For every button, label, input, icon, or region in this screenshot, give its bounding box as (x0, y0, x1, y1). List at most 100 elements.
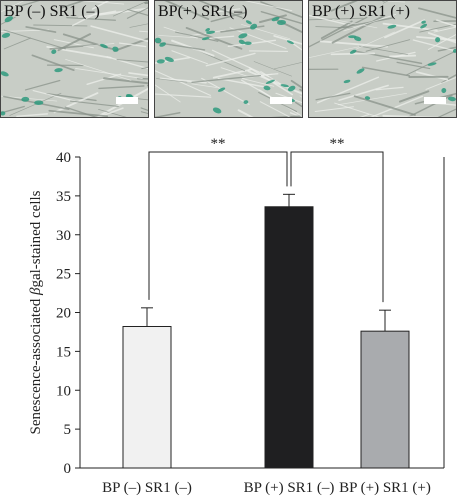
cell-fiber (155, 111, 181, 117)
cell-fiber (330, 52, 376, 56)
cell-fiber (16, 113, 49, 117)
stained-cell (34, 100, 44, 105)
cell-fiber (319, 40, 388, 48)
stained-cell (349, 49, 357, 54)
stained-cell (21, 96, 30, 102)
cell-fiber (80, 1, 125, 5)
panel-label: BP(+) SR1(–) (158, 3, 248, 20)
cell-fiber (83, 43, 115, 47)
cell-fiber (241, 24, 291, 40)
cell-fiber (98, 108, 127, 117)
cell-fiber (361, 66, 411, 77)
cell-fiber (316, 76, 380, 104)
micrograph-panel-control: BP (–) SR1 (–) (0, 0, 149, 118)
cell-fiber (353, 95, 416, 116)
scale-bar (424, 97, 446, 104)
cell-fiber (211, 49, 270, 78)
cell-fiber (3, 37, 32, 50)
y-tick-label: 30 (56, 228, 71, 244)
cell-fiber (206, 35, 235, 40)
cell-fiber (175, 31, 219, 42)
cell-fiber (248, 50, 289, 53)
cell-fiber (332, 18, 378, 29)
cell-fiber (9, 92, 62, 116)
cell-fiber (275, 92, 302, 104)
cell-fiber (72, 12, 98, 27)
stained-cell (206, 30, 216, 35)
cell-fiber (379, 1, 406, 3)
cell-fiber (398, 90, 430, 103)
cell-fiber (155, 70, 211, 96)
cell-fiber (3, 29, 66, 50)
cell-fiber (139, 30, 148, 33)
cell-fiber (49, 43, 99, 50)
stained-cell (427, 62, 437, 66)
cell-fiber (334, 102, 380, 117)
stained-cell (250, 23, 258, 30)
cell-fiber (90, 25, 148, 43)
cell-fiber (309, 17, 364, 21)
stained-cell (441, 87, 447, 93)
cell-fiber (33, 24, 88, 27)
bar-chart: 0 5 10 15 20 25 30 35 40 Senescence-associated βg… (28, 136, 445, 496)
stained-cell (421, 20, 426, 24)
stained-cell (452, 48, 456, 53)
bar (264, 206, 314, 469)
cell-fiber (116, 59, 148, 63)
cell-fiber (382, 114, 446, 117)
cell-fiber (309, 14, 350, 26)
cell-fiber (403, 116, 405, 117)
cell-fiber (77, 10, 117, 19)
bar (122, 325, 172, 469)
stained-cell (287, 85, 296, 92)
cell-fiber (416, 36, 456, 42)
cell-fiber (428, 33, 456, 50)
stained-cell (1, 111, 6, 116)
cell-fiber (227, 39, 277, 47)
cell-fiber (32, 90, 76, 102)
stained-cell (280, 84, 289, 88)
cell-fiber (244, 1, 293, 12)
cell-fiber (290, 79, 302, 89)
cell-fiber (1, 105, 25, 114)
cell-fiber (389, 54, 417, 58)
stained-cell (100, 43, 108, 49)
cell-fiber (412, 39, 456, 52)
y-tick-label: 40 (56, 150, 71, 166)
stained-cell (164, 56, 174, 63)
cell-fiber (425, 77, 456, 90)
y-tick-label: 0 (64, 461, 72, 477)
stained-cell (245, 20, 252, 25)
stained-cell (54, 68, 63, 73)
y-tick-label: 25 (56, 267, 71, 283)
cell-fiber (396, 61, 431, 70)
cell-fiber (315, 92, 351, 101)
stained-cell (51, 49, 57, 54)
scale-bar (116, 97, 138, 104)
cell-fiber (103, 77, 148, 85)
cell-fiber (433, 26, 456, 33)
stained-cell (112, 46, 119, 52)
cell-fiber (330, 1, 358, 12)
cell-fiber (309, 16, 368, 48)
cell-fiber (237, 109, 254, 117)
cell-fiber (338, 17, 395, 29)
cell-fiber (338, 84, 389, 101)
scale-bar (270, 97, 292, 104)
stained-cell (212, 107, 222, 114)
cell-fiber (369, 95, 424, 117)
cell-fiber (198, 1, 243, 19)
stained-cell (201, 37, 210, 41)
cell-fiber (126, 7, 148, 19)
cell-fiber (384, 19, 426, 39)
stained-cell (387, 24, 397, 29)
stained-cell (159, 42, 166, 47)
cell-fiber (217, 77, 268, 89)
cell-fiber (286, 39, 302, 51)
y-axis-label: Senescence-associated βgal-stained cells (28, 190, 44, 434)
cell-fiber (91, 1, 110, 10)
stained-cell (435, 37, 441, 43)
cell-fiber (415, 71, 449, 81)
cell-fiber (69, 100, 119, 107)
y-tick-label: 20 (56, 306, 71, 322)
